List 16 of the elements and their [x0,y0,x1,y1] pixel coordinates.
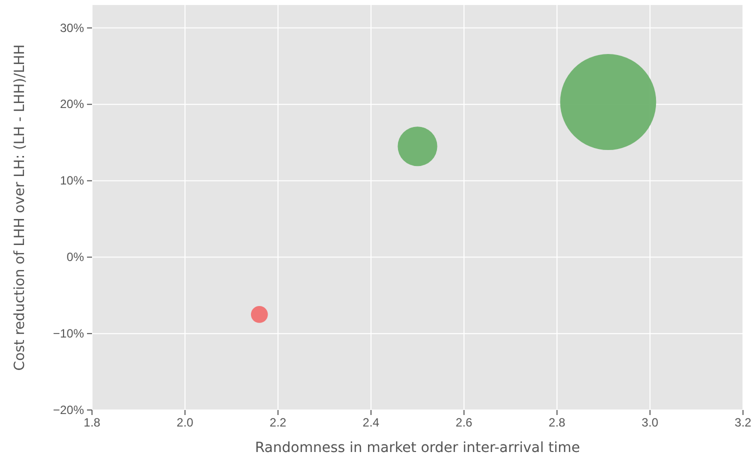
y-tick-label: 0% [66,250,84,264]
x-axis-title: Randomness in market order inter-arrival time [255,440,580,456]
x-tick-label: 3.2 [734,416,752,430]
x-tick-label: 2.4 [362,416,380,430]
y-tick-label: −20% [52,402,84,417]
x-tick-label: 2.0 [176,416,194,430]
x-tick-label: 2.6 [456,416,473,430]
y-tick-label: 10% [60,174,84,188]
x-tick-label: 1.8 [84,416,101,430]
x-tick-label: 3.0 [642,416,659,430]
y-tick-label: 20% [60,97,84,112]
x-tick-label: 2.8 [548,416,566,430]
y-axis-title: Cost reduction of LHH over LH: (LH - LHH)/LHH [12,44,28,371]
y-tick-label: 30% [60,20,84,35]
y-tick-label: −10% [52,326,84,340]
x-tick-label: 2.2 [270,416,287,430]
